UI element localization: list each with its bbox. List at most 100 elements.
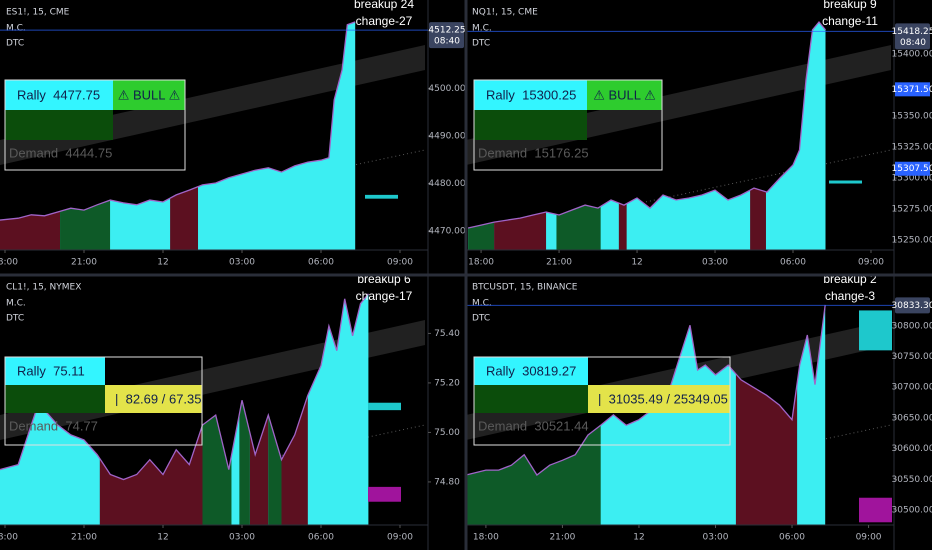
y-tick-label: 30600.00 [892, 444, 932, 454]
indicator-label: M.C. [6, 299, 26, 309]
rally-cell [474, 80, 587, 110]
y-tick-label: 30500.00 [892, 506, 932, 516]
annotation: breakup 9 [823, 0, 877, 11]
last-price-label: 15418.25 [892, 27, 932, 37]
last-price-label: 30833.30 [892, 301, 932, 311]
symbol-title: NQ1!, 15, CME [472, 8, 538, 18]
rally-cell [5, 357, 105, 385]
y-tick-label: 15400.00 [892, 49, 932, 59]
level-marker [368, 486, 401, 502]
x-tick-label: 03:00 [703, 533, 729, 543]
symbol-title: ES1!, 15, CME [6, 8, 70, 18]
annotation: change-3 [825, 289, 875, 303]
price-area [0, 21, 356, 250]
y-tick-label: 30700.00 [892, 383, 932, 393]
y-tick-label: 4470.00 [428, 226, 465, 236]
signal-cell [105, 385, 202, 413]
level-marker [365, 194, 398, 199]
x-tick-label: 06:00 [780, 258, 806, 268]
price-line [0, 21, 356, 221]
price-tag-label: 15371.50 [892, 85, 932, 95]
price-line [467, 20, 827, 229]
zone-cell [474, 385, 588, 413]
price-axis-bg [428, 275, 466, 550]
price-tag [895, 161, 930, 176]
last-price-box [895, 23, 930, 50]
signal-text: ⚠ BULL ⚠ [593, 87, 656, 102]
zone-cell [5, 110, 113, 140]
x-tick-label: 21:00 [546, 258, 572, 268]
x-tick-label: 03:00 [229, 258, 255, 268]
x-tick-label: 18:00 [0, 533, 18, 543]
level-marker [368, 402, 401, 411]
x-tick-label: 18:00 [468, 258, 494, 268]
indicator-label: DTC [472, 314, 490, 324]
y-tick-label: 30750.00 [892, 352, 932, 362]
y-tick-label: 30800.00 [892, 321, 932, 331]
signal-text: ⚠ BULL ⚠ [118, 87, 181, 102]
y-tick-label: 4480.00 [428, 179, 465, 189]
x-tick-label: 12 [157, 258, 168, 268]
level-marker [829, 180, 862, 184]
signal-text: | 82.69 / 67.35 [115, 391, 202, 406]
price-tag-label: 15307.50 [892, 164, 932, 174]
signal-cell [587, 80, 662, 110]
rally-text: Rally 15300.25 [486, 87, 576, 102]
x-tick-label: 12 [631, 258, 642, 268]
last-price-time: 08:40 [900, 38, 926, 48]
rally-text: Rally 30819.27 [486, 363, 576, 378]
y-tick-label: 4500.00 [428, 84, 465, 94]
zone-cell [5, 385, 105, 413]
level-marker [859, 497, 892, 523]
indicator-label: M.C. [472, 24, 492, 34]
x-tick-label: 21:00 [71, 258, 97, 268]
y-tick-label: 30650.00 [892, 413, 932, 423]
y-tick-label: 15325.00 [892, 143, 932, 153]
y-tick-label: 15250.00 [892, 236, 932, 246]
last-price-box [429, 22, 464, 49]
signal-cell [113, 80, 185, 110]
x-tick-label: 21:00 [549, 533, 575, 543]
demand-text: Demand 30521.44 [478, 418, 589, 433]
y-tick-label: 15275.00 [892, 205, 932, 215]
x-tick-label: 09:00 [858, 258, 884, 268]
y-tick-label: 74.80 [434, 477, 460, 487]
symbol-title: BTCUSDT, 15, BINANCE [472, 283, 578, 293]
x-tick-label: 06:00 [308, 533, 334, 543]
y-tick-label: 15300.00 [892, 174, 932, 184]
x-tick-label: 09:00 [387, 533, 413, 543]
annotation: change-17 [356, 289, 413, 303]
level-marker [859, 310, 892, 351]
x-tick-label: 06:00 [308, 258, 334, 268]
signal-text: | 31035.49 / 25349.05 [598, 391, 728, 406]
rally-text: Rally 75.11 [17, 363, 85, 378]
y-tick-label: 15350.00 [892, 112, 932, 122]
x-tick-label: 12 [157, 533, 168, 543]
zone-cell [474, 110, 587, 140]
annotation: change-27 [356, 14, 413, 28]
last-price-label: 4512.25 [428, 26, 465, 36]
last-price-time: 08:40 [434, 37, 460, 47]
demand-text: Demand 74.77 [9, 418, 98, 433]
price-axis-bg [894, 275, 932, 550]
x-tick-label: 09:00 [856, 533, 882, 543]
rally-text: Rally 4477.75 [17, 87, 100, 102]
annotation: breakup 24 [354, 0, 414, 11]
rally-cell [474, 357, 588, 385]
box-outline [4, 79, 186, 171]
x-tick-label: 09:00 [387, 258, 413, 268]
x-tick-label: 18:00 [0, 258, 18, 268]
demand-text: Demand 4444.75 [9, 145, 112, 160]
box-outline [473, 356, 731, 446]
y-tick-label: 75.00 [434, 428, 460, 438]
symbol-title: CL1!, 15, NYMEX [6, 283, 81, 293]
y-tick-label: 4490.00 [428, 131, 465, 141]
demand-text: Demand 15176.25 [478, 145, 589, 160]
x-tick-label: 12 [633, 533, 644, 543]
y-tick-label: 75.20 [434, 378, 460, 388]
x-tick-label: 03:00 [702, 258, 728, 268]
indicator-label: M.C. [472, 299, 492, 309]
indicator-label: DTC [6, 314, 24, 324]
